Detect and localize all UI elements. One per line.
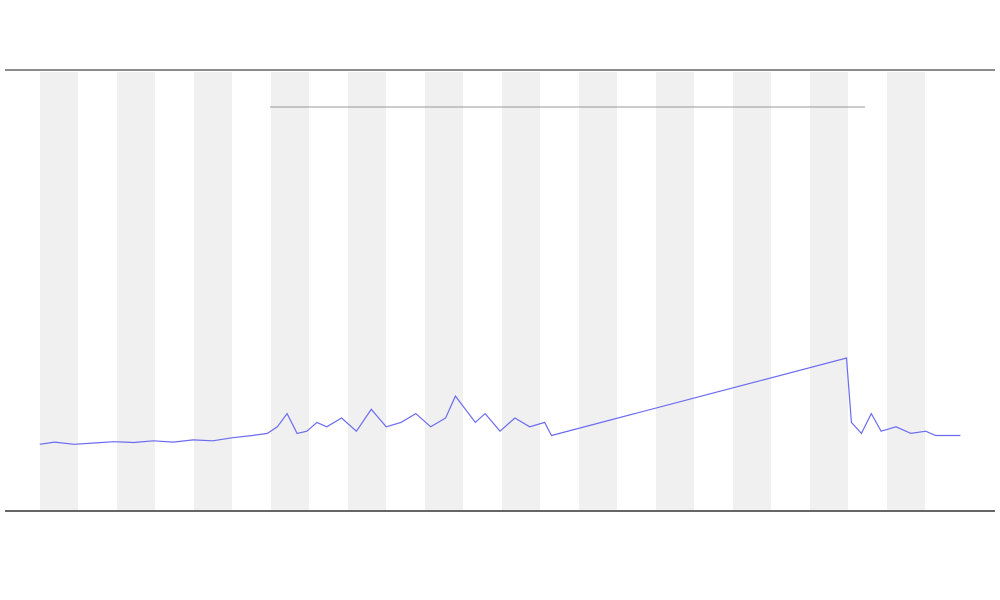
shaded-band: [117, 72, 155, 510]
shaded-band: [425, 72, 463, 510]
shaded-band: [656, 72, 694, 510]
shaded-band: [194, 72, 232, 510]
data-line: [39, 357, 961, 445]
shaded-band: [348, 72, 386, 510]
shaded-band: [810, 72, 848, 510]
shaded-band: [502, 72, 540, 510]
shaded-band: [40, 72, 78, 510]
shaded-band: [271, 72, 309, 510]
shaded-band: [733, 72, 771, 510]
shaded-band: [579, 72, 617, 510]
shaded-band: [887, 72, 925, 510]
